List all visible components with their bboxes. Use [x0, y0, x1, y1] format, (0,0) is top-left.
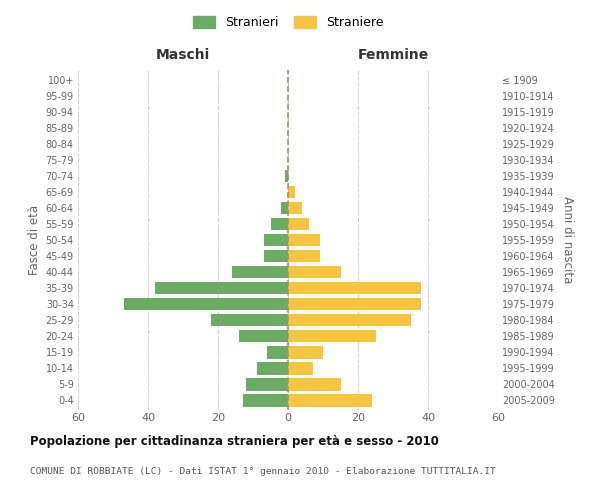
- Bar: [211, 314, 288, 326]
- Text: Femmine: Femmine: [358, 48, 428, 62]
- Bar: [288, 394, 372, 406]
- Bar: [288, 378, 341, 390]
- Bar: [271, 218, 288, 230]
- Bar: [288, 234, 320, 246]
- Bar: [242, 394, 288, 406]
- Bar: [288, 282, 421, 294]
- Bar: [239, 330, 288, 342]
- Text: Maschi: Maschi: [156, 48, 210, 62]
- Text: COMUNE DI ROBBIATE (LC) - Dati ISTAT 1° gennaio 2010 - Elaborazione TUTTITALIA.I: COMUNE DI ROBBIATE (LC) - Dati ISTAT 1° …: [30, 468, 496, 476]
- Bar: [288, 250, 320, 262]
- Bar: [267, 346, 288, 358]
- Bar: [232, 266, 288, 278]
- Y-axis label: Anni di nascita: Anni di nascita: [560, 196, 574, 284]
- Bar: [288, 202, 302, 214]
- Bar: [257, 362, 288, 374]
- Text: Popolazione per cittadinanza straniera per età e sesso - 2010: Popolazione per cittadinanza straniera p…: [30, 435, 439, 448]
- Bar: [288, 330, 376, 342]
- Bar: [281, 202, 288, 214]
- Bar: [263, 234, 288, 246]
- Bar: [288, 186, 295, 198]
- Bar: [263, 250, 288, 262]
- Bar: [288, 346, 323, 358]
- Bar: [288, 218, 309, 230]
- Bar: [288, 314, 410, 326]
- Bar: [288, 266, 341, 278]
- Bar: [246, 378, 288, 390]
- Bar: [288, 362, 313, 374]
- Bar: [288, 298, 421, 310]
- Bar: [124, 298, 288, 310]
- Bar: [155, 282, 288, 294]
- Bar: [284, 170, 288, 182]
- Legend: Stranieri, Straniere: Stranieri, Straniere: [187, 11, 389, 34]
- Y-axis label: Fasce di età: Fasce di età: [28, 205, 41, 275]
